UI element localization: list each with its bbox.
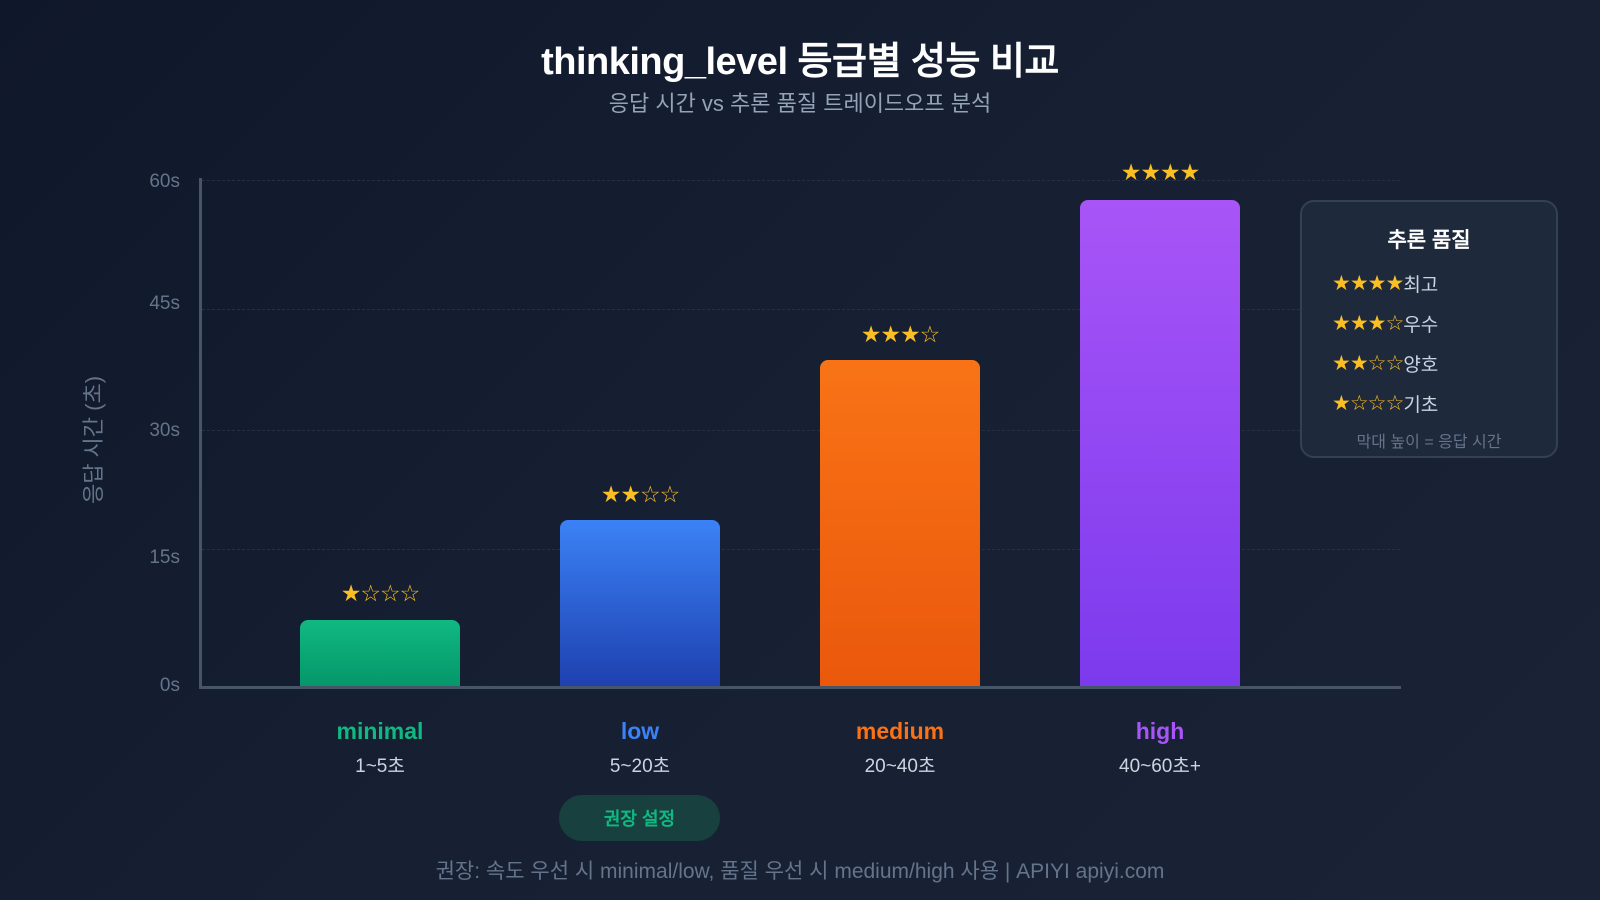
legend-item-label: 최고: [1403, 275, 1439, 296]
x-range-low: 5~20초: [609, 756, 671, 777]
bar-minimal-stars: ★☆☆☆: [340, 580, 420, 606]
bar-high-stars: ★★★★: [1120, 159, 1200, 185]
x-label-minimal: minimal: [336, 718, 424, 744]
legend-item-best: ★★★★ 최고: [1332, 270, 1438, 297]
chart-subtitle: 응답 시간 vs 추론 품질 트레이드오프 분석: [608, 91, 992, 116]
legend-box: 추론 품질 ★★★★ 최고 ★★★☆ 우수 ★★☆☆ 양호 ★☆☆☆ 기초 막대…: [1300, 200, 1558, 458]
y-axis: [199, 178, 202, 688]
chart-title: thinking_level 등급별 성능 비교: [541, 41, 1059, 83]
bar-medium-stars: ★★★☆: [860, 321, 940, 347]
legend-item-good: ★★☆☆ 양호: [1332, 350, 1438, 377]
bar-high[interactable]: [1080, 200, 1240, 687]
bar-low[interactable]: [560, 520, 720, 687]
legend-item-label: 양호: [1403, 355, 1439, 376]
star-rating-icon: ★★★☆: [1332, 312, 1404, 335]
gridline-30: [202, 430, 1400, 431]
x-range-minimal: 1~5초: [355, 756, 405, 777]
x-range-high: 40~60초+: [1119, 756, 1201, 777]
recommended-badge: 권장 설정: [559, 795, 720, 841]
y-tick-0: 0s: [159, 675, 180, 696]
gridline-60: [202, 180, 1400, 181]
star-rating-icon: ★★★★: [1332, 272, 1404, 295]
legend-note: 막대 높이 = 응답 시간: [1356, 434, 1502, 451]
legend-item-excellent: ★★★☆ 우수: [1332, 310, 1438, 337]
y-tick-45: 45s: [149, 293, 180, 314]
x-label-low: low: [620, 718, 660, 744]
x-range-medium: 20~40초: [864, 756, 936, 777]
y-tick-30: 30s: [149, 420, 180, 441]
y-tick-15: 15s: [149, 547, 180, 568]
x-label-medium: medium: [855, 718, 945, 744]
gridline-15: [202, 549, 1400, 550]
y-tick-60: 60s: [149, 171, 180, 192]
star-rating-icon: ★☆☆☆: [1332, 392, 1404, 415]
x-label-high: high: [1135, 718, 1185, 744]
star-rating-icon: ★★☆☆: [1332, 352, 1404, 375]
footer-note: 권장: 속도 우선 시 minimal/low, 품질 우선 시 medium/…: [435, 860, 1165, 883]
legend-title: 추론 품질: [1387, 229, 1471, 252]
bar-low-stars: ★★☆☆: [600, 481, 680, 507]
bar-minimal[interactable]: [300, 620, 460, 687]
gridline-45: [202, 309, 1400, 310]
legend-item-label: 기초: [1403, 395, 1439, 416]
legend-item-basic: ★☆☆☆ 기초: [1332, 390, 1438, 417]
x-axis: [199, 686, 1401, 689]
bar-medium[interactable]: [820, 360, 980, 687]
legend-item-label: 우수: [1403, 315, 1439, 336]
